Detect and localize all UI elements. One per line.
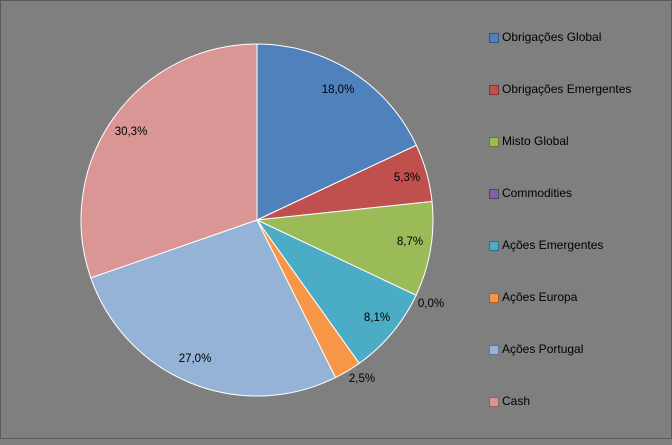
pie-slice-a-es-emergentes: [255, 218, 417, 364]
data-label-misto-global: 8,7%: [397, 236, 423, 248]
legend-swatch: [489, 397, 499, 407]
legend-item: Ações Portugal: [489, 341, 669, 393]
legend-swatch: [489, 189, 499, 199]
pie-slice-a-es-portugal: [90, 219, 337, 397]
legend-swatch: [489, 85, 499, 95]
legend-item: Obrigações Emergentes: [489, 81, 669, 133]
legend-item: Ações Emergentes: [489, 237, 669, 289]
legend-label: Obrigações Emergentes: [502, 82, 632, 96]
legend-item: Cash: [489, 393, 669, 445]
data-label-commodities: 0,0%: [418, 298, 444, 310]
legend-swatch: [489, 241, 499, 251]
legend-swatch: [489, 33, 499, 43]
data-label-obriga-es-global: 18,0%: [322, 84, 355, 96]
pie-slice-obriga-es-global: [256, 43, 417, 221]
legend-item: Ações Europa: [489, 289, 669, 341]
data-label-obriga-es-emergentes: 5,3%: [394, 172, 420, 184]
legend-label: Ações Emergentes: [502, 238, 604, 252]
legend-label: Obrigações Global: [502, 30, 602, 44]
legend-label: Ações Europa: [502, 290, 578, 304]
legend-item: Misto Global: [489, 133, 669, 185]
pie-slice-cash: [80, 43, 258, 279]
legend-label: Ações Portugal: [502, 342, 584, 356]
data-label-a-es-emergentes: 8,1%: [364, 312, 390, 324]
legend-swatch: [489, 345, 499, 355]
legend-item: Commodities: [489, 185, 669, 237]
legend-label: Misto Global: [502, 134, 569, 148]
legend-label: Cash: [502, 394, 531, 408]
legend-swatch: [489, 137, 499, 147]
legend-label: Commodities: [502, 186, 573, 200]
data-label-a-es-europa: 2,5%: [349, 373, 375, 385]
legend: Obrigações Global Obrigações Emergentes Mi…: [489, 29, 669, 445]
legend-swatch: [489, 293, 499, 303]
data-label-a-es-portugal: 27,0%: [179, 353, 212, 365]
legend-item: Obrigações Global: [489, 29, 669, 81]
pie-chart: 18,0% 5,3% 8,7% 0,0% 8,1% 2,5% 27,0% 30,3%: [80, 43, 444, 397]
pie-slice-misto-global: [255, 200, 434, 296]
data-label-cash: 30,3%: [115, 126, 148, 138]
